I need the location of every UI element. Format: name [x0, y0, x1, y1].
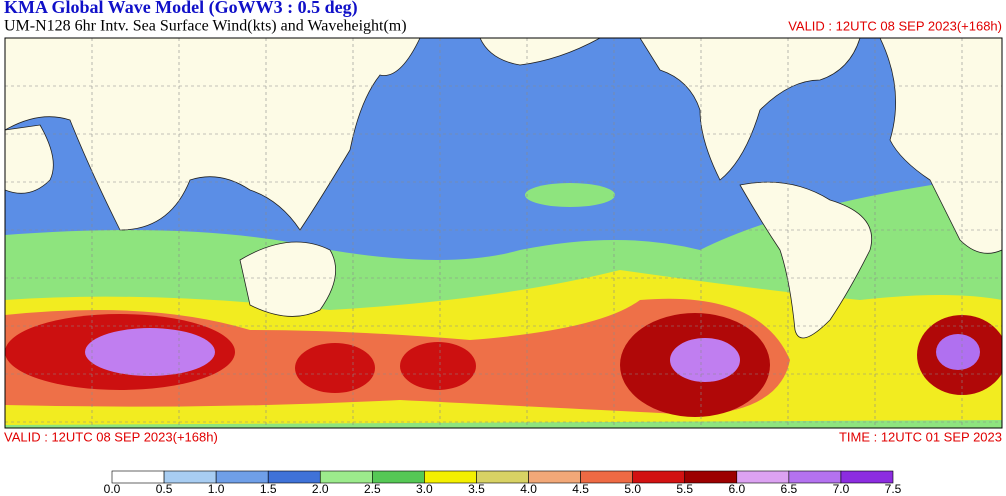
colorbar-label: 3.0 [416, 482, 433, 496]
wave-field-red [295, 343, 375, 393]
colorbar-swatch [840, 470, 894, 484]
land-siberia [479, 38, 601, 66]
valid-time-bottom: VALID : 12UTC 08 SEP 2023(+168h) [4, 429, 218, 444]
colorbar-label: 7.5 [885, 482, 902, 496]
map [4, 37, 1003, 429]
colorbar-label: 2.0 [312, 482, 329, 496]
colorbar-label: 5.0 [624, 482, 641, 496]
colorbar-label: 1.5 [260, 482, 277, 496]
title: KMA Global Wave Model (GoWW3 : 0.5 deg) [4, 0, 358, 18]
colorbar: 0.0 0.5 1.0 1.5 2.0 2.5 3.0 3.5 4.0 4.5 5.0 5.5 6.0 6… [104, 470, 902, 496]
colorbar-label: 4.5 [572, 482, 589, 496]
colorbar-label: 5.5 [676, 482, 693, 496]
colorbar-label: 4.0 [520, 482, 537, 496]
map-frame [4, 37, 1003, 429]
colorbar-label: 1.0 [208, 482, 225, 496]
wave-field-purple [936, 334, 980, 370]
valid-time-top: VALID : 12UTC 08 SEP 2023(+168h) [788, 18, 1002, 33]
colorbar-label: 2.5 [364, 482, 381, 496]
land-south-america [739, 181, 872, 339]
wave-field-green [525, 183, 615, 207]
wave-field-purple [670, 338, 740, 382]
land-arabia [5, 124, 54, 194]
graticule [5, 38, 1002, 428]
land-north-america [639, 38, 861, 181]
wave-field-purple [85, 328, 215, 376]
colorbar-label: 0.5 [156, 482, 173, 496]
colorbar-label: 3.5 [468, 482, 485, 496]
land-australia [239, 241, 336, 317]
colorbar-label: 6.5 [781, 482, 798, 496]
colorbar-label: 0.0 [104, 482, 121, 496]
colorbar-label: 6.0 [728, 482, 745, 496]
subtitle: UM-N128 6hr Intv. Sea Surface Wind(kts) … [4, 18, 407, 35]
colorbar-label: 7.0 [833, 482, 850, 496]
analysis-time: TIME : 12UTC 01 SEP 2023 [839, 429, 1002, 444]
wave-field-red [400, 342, 476, 390]
land-africa-europe [879, 38, 1002, 254]
